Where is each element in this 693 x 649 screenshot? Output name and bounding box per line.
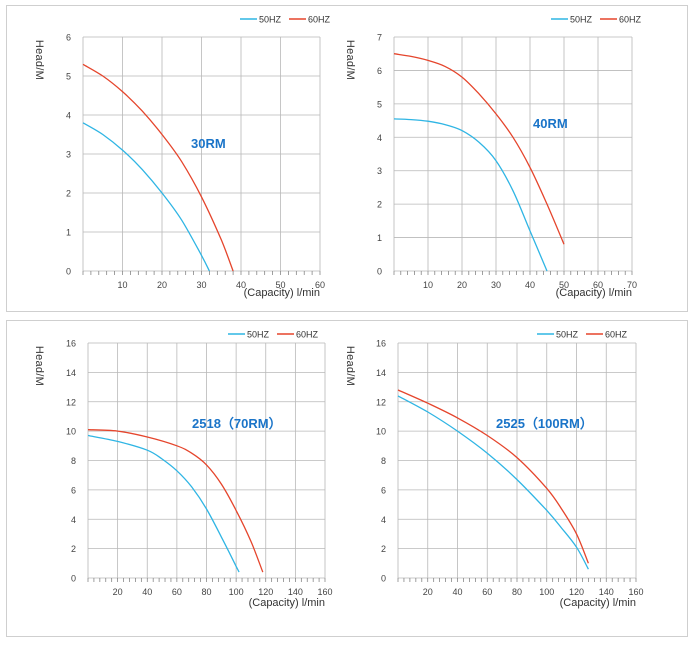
y-tick-label: 14 <box>66 368 76 378</box>
y-tick-label: 12 <box>376 397 386 407</box>
x-tick-label: 20 <box>457 280 467 290</box>
y-tick-label: 5 <box>377 99 382 109</box>
x-tick-label: 20 <box>423 587 433 597</box>
y-tick-label: 6 <box>71 485 76 495</box>
x-tick-label: 60 <box>315 280 325 290</box>
chart-2: 0 1 2 3 4 5 6 7 10 20 30 40 50 60 70 Head/M (Capacity) l… <box>344 15 642 300</box>
model-label: 30RM <box>191 136 226 151</box>
y-tick-label: 4 <box>381 515 386 525</box>
y-tick-label: 3 <box>377 166 382 176</box>
y-tick-label: 4 <box>66 111 71 121</box>
y-tick-label: 2 <box>71 544 76 554</box>
x-tick-label: 80 <box>512 587 522 597</box>
x-tick-label: 160 <box>628 587 643 597</box>
model-label: 2525（100RM） <box>496 416 593 431</box>
x-tick-label: 30 <box>196 280 206 290</box>
legend-label-50hz: 50HZ <box>247 330 270 340</box>
x-axis-label: (Capacity) l/min <box>556 287 632 299</box>
x-tick-label: 100 <box>229 587 244 597</box>
series-line-60hz <box>397 389 590 564</box>
chart-1: 0 1 2 3 4 5 6 10 20 30 40 50 60 Head/M (Capacity) l/mi… <box>33 15 331 300</box>
y-tick-label: 1 <box>377 233 382 243</box>
x-tick-label: 20 <box>157 280 167 290</box>
y-tick-label: 4 <box>377 133 382 143</box>
y-tick-label: 12 <box>66 397 76 407</box>
y-tick-label: 8 <box>71 456 76 466</box>
y-axis-label: Head/M <box>344 40 356 80</box>
x-tick-label: 40 <box>142 587 152 597</box>
x-tick-label: 100 <box>539 587 554 597</box>
y-axis-label: Head/M <box>33 40 45 80</box>
series-line-60hz <box>87 429 264 573</box>
legend-label-60hz: 60HZ <box>619 15 642 25</box>
x-tick-label: 50 <box>275 280 285 290</box>
y-tick-label: 2 <box>381 544 386 554</box>
y-tick-label: 0 <box>381 574 386 584</box>
legend-label-50hz: 50HZ <box>259 15 282 25</box>
series-line-50hz <box>397 395 589 570</box>
legend-label-60hz: 60HZ <box>308 15 331 25</box>
y-tick-label: 7 <box>377 33 382 43</box>
x-tick-label: 50 <box>559 280 569 290</box>
y-tick-label: 0 <box>66 267 71 277</box>
x-axis-label: (Capacity) l/min <box>249 597 325 609</box>
x-tick-label: 70 <box>627 280 637 290</box>
y-tick-label: 6 <box>377 66 382 76</box>
x-tick-label: 60 <box>593 280 603 290</box>
x-axis-label: (Capacity) l/min <box>244 287 320 299</box>
legend-label-50hz: 50HZ <box>570 15 593 25</box>
x-tick-label: 60 <box>482 587 492 597</box>
y-tick-label: 16 <box>66 339 76 349</box>
chart-4: 0 2 4 6 8 10 12 14 16 20 40 60 80 100 120 140 160 Head/M (… <box>344 330 644 610</box>
x-tick-label: 40 <box>236 280 246 290</box>
legend-label-50hz: 50HZ <box>556 330 579 340</box>
y-tick-label: 5 <box>66 72 71 82</box>
series-line-60hz <box>82 63 234 272</box>
x-tick-label: 10 <box>117 280 127 290</box>
y-tick-label: 2 <box>66 189 71 199</box>
x-axis-label: (Capacity) l/min <box>560 597 636 609</box>
y-tick-label: 2 <box>377 200 382 210</box>
legend-label-60hz: 60HZ <box>296 330 319 340</box>
legend-label-60hz: 60HZ <box>605 330 628 340</box>
model-label: 40RM <box>533 116 568 131</box>
x-tick-label: 40 <box>452 587 462 597</box>
x-tick-label: 140 <box>288 587 303 597</box>
y-tick-label: 8 <box>381 456 386 466</box>
series-line-50hz <box>87 434 240 573</box>
chart-3: 0 2 4 6 8 10 12 14 16 20 40 60 80 100 120 140 160 Head/M (… <box>33 330 333 610</box>
y-tick-label: 0 <box>377 267 382 277</box>
y-tick-label: 10 <box>376 427 386 437</box>
x-tick-label: 80 <box>201 587 211 597</box>
x-tick-label: 120 <box>569 587 584 597</box>
x-tick-label: 10 <box>423 280 433 290</box>
y-tick-label: 6 <box>66 33 71 43</box>
y-axis-label: Head/M <box>344 346 356 386</box>
model-label: 2518（70RM） <box>192 416 282 431</box>
series-line-50hz <box>393 118 548 272</box>
y-tick-label: 4 <box>71 515 76 525</box>
y-tick-label: 6 <box>381 485 386 495</box>
series-line-50hz <box>82 122 210 272</box>
x-tick-label: 160 <box>317 587 332 597</box>
y-tick-label: 16 <box>376 339 386 349</box>
x-tick-label: 40 <box>525 280 535 290</box>
y-tick-label: 0 <box>71 574 76 584</box>
x-tick-label: 20 <box>113 587 123 597</box>
y-tick-label: 1 <box>66 228 71 238</box>
y-tick-label: 10 <box>66 427 76 437</box>
x-tick-label: 60 <box>172 587 182 597</box>
y-tick-label: 14 <box>376 368 386 378</box>
x-tick-label: 140 <box>599 587 614 597</box>
x-tick-label: 30 <box>491 280 501 290</box>
x-tick-label: 120 <box>258 587 273 597</box>
y-axis-label: Head/M <box>33 346 45 386</box>
series-line-60hz <box>393 53 565 245</box>
y-tick-label: 3 <box>66 150 71 160</box>
